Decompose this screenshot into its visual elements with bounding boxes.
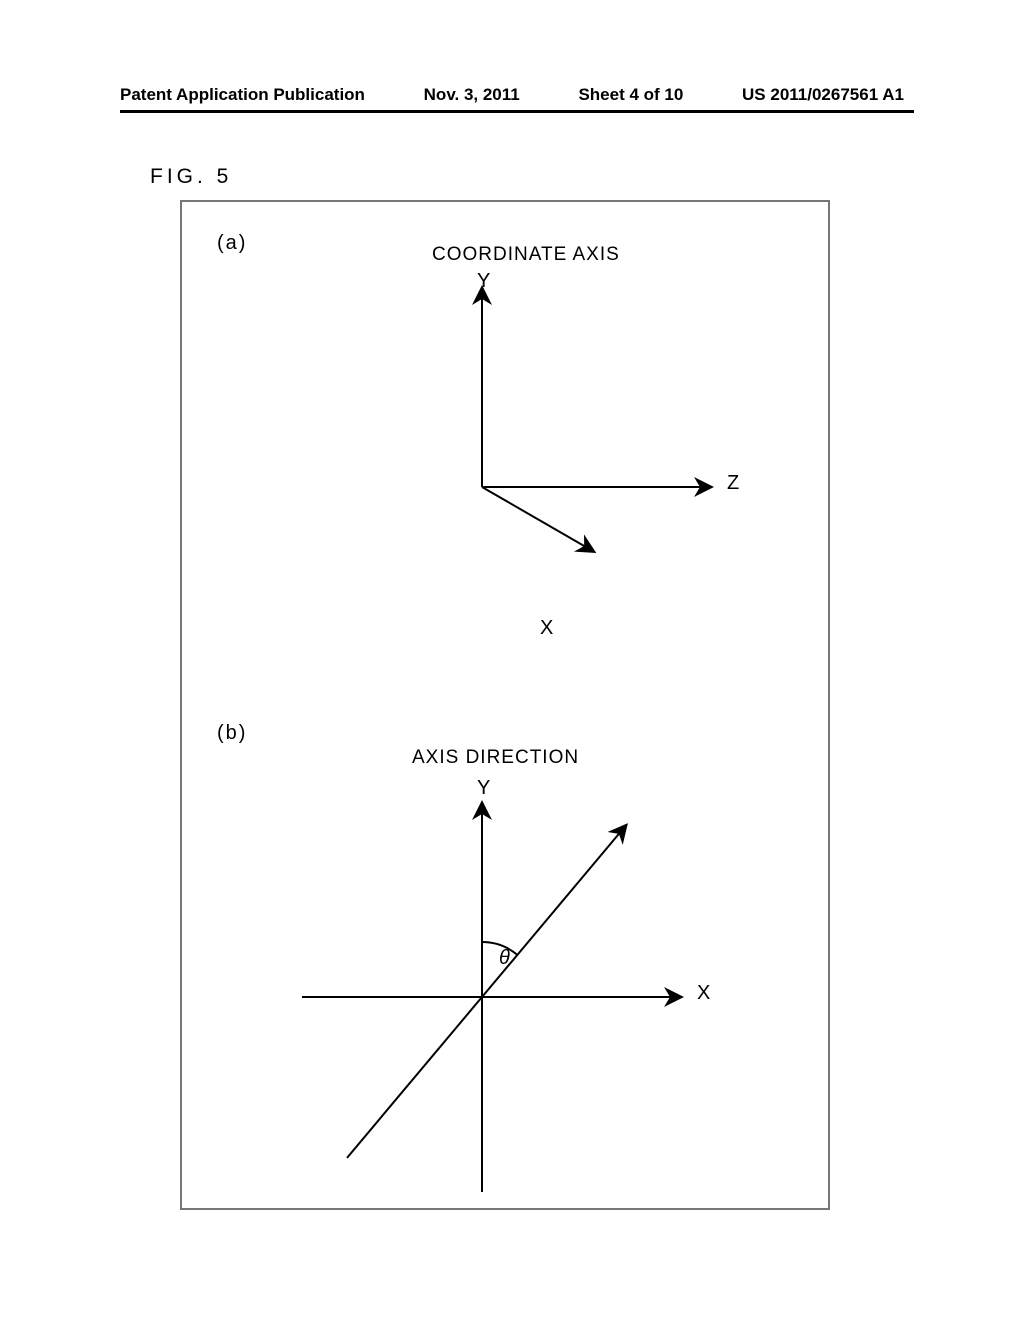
header-left: Patent Application Publication bbox=[120, 85, 365, 105]
header-docnum: US 2011/0267561 A1 bbox=[742, 85, 904, 105]
label-x2: X bbox=[697, 982, 710, 1005]
header-sheet: Sheet 4 of 10 bbox=[578, 85, 683, 105]
figure-box: (a) COORDINATE AXIS Y Z X (b) AXIS DIREC… bbox=[180, 200, 830, 1210]
diagram-a bbox=[182, 202, 832, 702]
header-center: Nov. 3, 2011 bbox=[424, 85, 520, 105]
header-divider bbox=[120, 110, 914, 113]
label-y1: Y bbox=[477, 270, 490, 293]
page-header: Patent Application Publication Nov. 3, 2… bbox=[0, 85, 1024, 105]
label-y2: Y bbox=[477, 777, 490, 800]
figure-label: FIG. 5 bbox=[150, 165, 232, 189]
label-x1: X bbox=[540, 617, 553, 640]
label-theta: θ bbox=[499, 947, 510, 970]
label-z1: Z bbox=[727, 472, 739, 495]
